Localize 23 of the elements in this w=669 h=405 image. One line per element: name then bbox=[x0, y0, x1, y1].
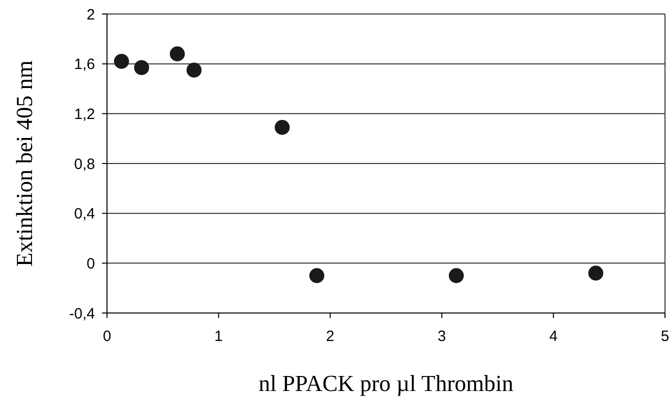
x-tick-label: 1 bbox=[214, 328, 223, 345]
y-tick-label: 0,8 bbox=[74, 156, 95, 173]
point bbox=[134, 60, 150, 76]
point bbox=[588, 266, 604, 281]
point bbox=[186, 62, 202, 78]
y-axis-title: Extinktion bei 405 nm bbox=[12, 60, 37, 267]
y-tick-label: 1,2 bbox=[74, 106, 95, 123]
y-tick-label: 0 bbox=[86, 255, 95, 272]
x-tick-label: 3 bbox=[438, 328, 446, 345]
y-tick-label: 2 bbox=[86, 6, 95, 24]
point bbox=[274, 120, 290, 135]
point bbox=[114, 54, 130, 69]
point bbox=[309, 268, 324, 284]
y-tick-label: 0,4 bbox=[74, 206, 95, 223]
x-tick-label: 5 bbox=[660, 328, 669, 345]
x-tick-label: 2 bbox=[326, 328, 334, 345]
point bbox=[170, 46, 185, 62]
x-axis-title: nl PPACK pro µl Thrombin bbox=[258, 371, 514, 396]
x-tick-label: 4 bbox=[549, 328, 558, 345]
y-tick-label: -0,4 bbox=[69, 305, 95, 322]
x-tick-label: 0 bbox=[102, 328, 112, 345]
point bbox=[448, 268, 464, 284]
y-tick-label: 1,6 bbox=[74, 56, 95, 74]
